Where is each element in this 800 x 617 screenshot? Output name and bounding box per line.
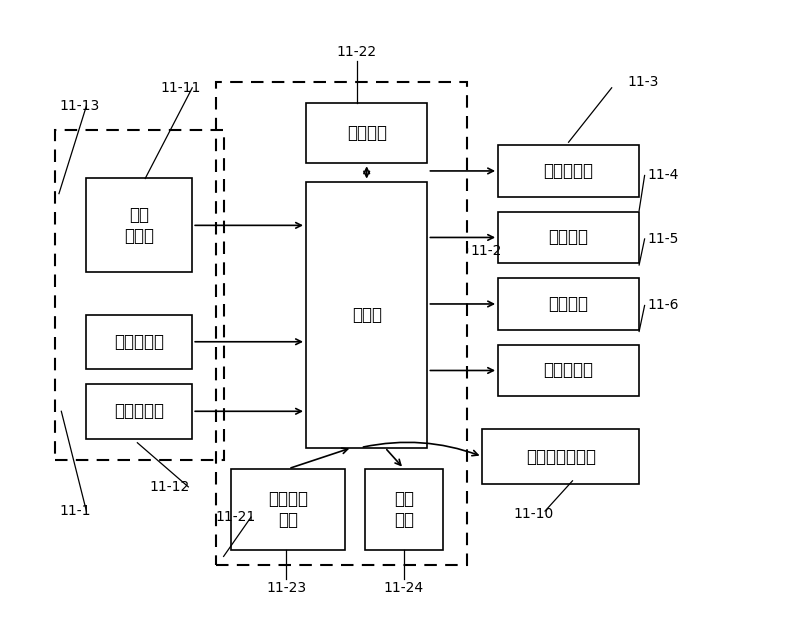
Text: 可升降支座: 可升降支座 (543, 362, 594, 379)
Text: 11-13: 11-13 (59, 99, 99, 113)
Text: 11-6: 11-6 (647, 299, 678, 312)
Text: 可旋转式遮阳罩: 可旋转式遮阳罩 (526, 448, 596, 466)
Text: 加热装置: 加热装置 (549, 228, 589, 246)
Text: 温度
传感器: 温度 传感器 (124, 206, 154, 245)
Text: 控制器: 控制器 (352, 305, 382, 323)
Bar (498, 212, 639, 263)
Text: 11-3: 11-3 (627, 75, 658, 89)
Text: 温度传感器: 温度传感器 (114, 333, 164, 350)
Text: 11-21: 11-21 (216, 510, 256, 524)
Text: 空气干燥机: 空气干燥机 (543, 162, 594, 180)
Text: 11-4: 11-4 (647, 168, 678, 183)
Text: 参数设置
单元: 参数设置 单元 (268, 490, 308, 529)
Bar (365, 469, 443, 550)
Bar (216, 81, 466, 565)
Text: 11-11: 11-11 (161, 81, 202, 95)
Text: 11-24: 11-24 (384, 581, 424, 595)
Bar (55, 130, 224, 460)
Bar (306, 181, 427, 447)
Bar (498, 345, 639, 396)
Bar (498, 145, 639, 197)
Text: 存储单元: 存储单元 (346, 124, 386, 142)
Bar (86, 384, 192, 439)
Bar (498, 278, 639, 329)
Text: 11-5: 11-5 (647, 232, 678, 246)
Text: 11-10: 11-10 (514, 507, 554, 521)
Text: 11-23: 11-23 (266, 581, 306, 595)
Text: 显示
单元: 显示 单元 (394, 490, 414, 529)
Text: 11-1: 11-1 (59, 504, 90, 518)
Text: 湿度传感器: 湿度传感器 (114, 402, 164, 420)
Bar (482, 429, 639, 484)
Bar (86, 178, 192, 272)
Text: 11-12: 11-12 (149, 480, 190, 494)
Text: 制冷风机: 制冷风机 (549, 295, 589, 313)
Bar (231, 469, 345, 550)
Text: 11-22: 11-22 (337, 44, 377, 59)
Bar (306, 103, 427, 164)
Bar (86, 315, 192, 369)
Text: 11-2: 11-2 (470, 244, 502, 258)
